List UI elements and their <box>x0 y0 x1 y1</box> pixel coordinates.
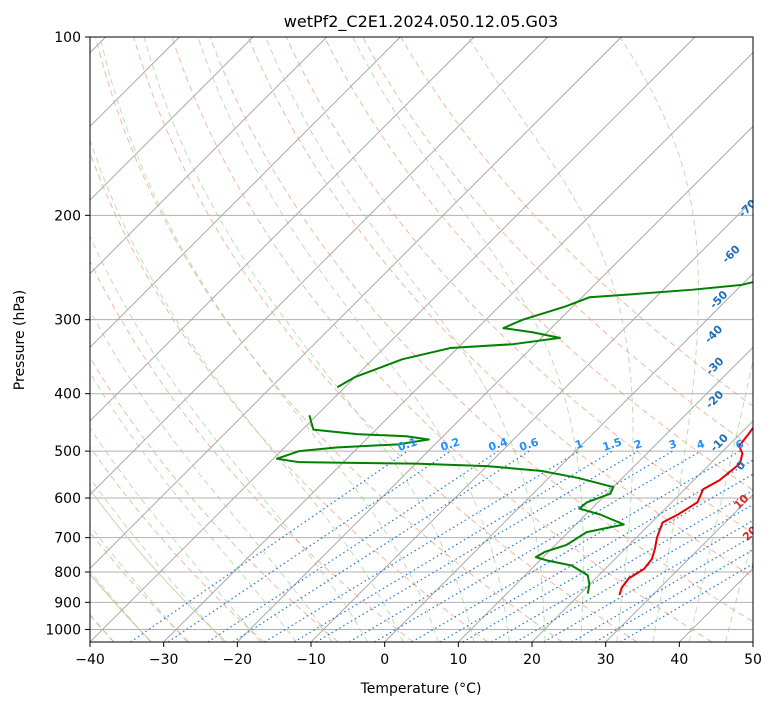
chart-title: wetPf2_C2E1.2024.050.12.05.G03 <box>284 12 558 32</box>
y-tick-label: 800 <box>54 565 81 581</box>
reference-adiabat-line <box>90 573 152 642</box>
y-tick-label: 600 <box>54 491 81 507</box>
plot-frame <box>89 36 754 643</box>
isotherm-gridline <box>237 125 753 642</box>
isotherm-gridline <box>90 37 696 642</box>
y-tick-label: 100 <box>54 30 81 46</box>
plot-area <box>90 37 753 642</box>
dry-adiabat-line <box>247 37 753 578</box>
mixing-ratio-label: 6 <box>734 437 746 452</box>
moist-adiabat-line <box>90 371 297 642</box>
y-tick-label: 700 <box>54 531 81 547</box>
isotherm-gridline <box>90 37 622 569</box>
x-tick-label: 50 <box>744 652 762 668</box>
moist-adiabat-line <box>143 37 475 642</box>
mixing-ratio-label: 0.2 <box>439 435 462 453</box>
mixing-ratio-label: 0.1 <box>396 435 419 453</box>
moist-adiabat-line <box>197 37 510 642</box>
y-tick-label: 1000 <box>45 622 81 638</box>
y-tick-label: 500 <box>54 444 81 460</box>
sounding-trace <box>275 414 625 594</box>
sounding-trace <box>336 281 753 389</box>
x-tick-label: 40 <box>670 652 688 668</box>
isotherm-gridline <box>531 420 753 642</box>
moist-adiabat-line <box>90 138 404 642</box>
moist-adiabat-line <box>725 536 753 642</box>
mixing-ratio-line <box>264 450 580 642</box>
moist-adiabat-line <box>90 427 261 642</box>
mixing-ratio-label: 1.5 <box>601 435 624 453</box>
dry-adiabat-line <box>90 445 264 642</box>
mixing-ratio-line <box>167 450 451 642</box>
dry-adiabat-line <box>133 37 638 642</box>
mixing-ratio-line <box>571 535 753 642</box>
dry-adiabat-line <box>209 37 753 623</box>
x-tick-label: −20 <box>223 652 253 668</box>
mixing-ratio-label: 1 <box>573 437 584 452</box>
mixing-ratio-line <box>439 459 753 642</box>
x-tick-label: 0 <box>380 652 389 668</box>
dry-adiabat-line <box>285 37 753 534</box>
x-tick-label: 10 <box>449 652 467 668</box>
mixing-ratio-label: 3 <box>667 437 678 452</box>
mixing-ratio-label: 4 <box>695 437 707 452</box>
dry-adiabat-line <box>95 37 563 642</box>
mixing-ratio-line <box>315 450 639 642</box>
mixing-ratio-line <box>374 450 702 642</box>
isotherm-gridline <box>458 346 753 642</box>
dry-adiabat-line <box>324 37 753 491</box>
isotherm-gridline <box>90 37 327 275</box>
plot-content: -100-90-80-70-60-50-40-30-20-10010203040… <box>90 37 769 642</box>
mixing-ratio-line <box>543 519 753 642</box>
moist-adiabat-line <box>688 358 753 642</box>
mixing-ratio-line <box>130 450 408 642</box>
mixing-ratio-line <box>515 503 753 642</box>
dry-adiabat-line <box>90 356 339 642</box>
dry-adiabat-line <box>90 260 414 642</box>
isotherm-gridline <box>384 273 753 642</box>
x-tick-label: 30 <box>597 652 615 668</box>
moist-adiabat-line <box>619 37 700 642</box>
y-axis: 100 200 300 400 500 600 700 800 900 1000 <box>45 30 90 638</box>
y-tick-label: 200 <box>54 208 81 224</box>
mixing-ratio-line <box>595 549 753 642</box>
y-axis-label: Pressure (hPa) <box>12 290 28 390</box>
isotherm-gridline <box>163 52 753 642</box>
x-tick-label: −40 <box>75 652 105 668</box>
sounding-trace <box>618 426 753 596</box>
y-tick-label: 400 <box>54 387 81 403</box>
moist-adiabat-line <box>352 37 584 642</box>
mixing-ratio-line <box>293 450 613 642</box>
moist-adiabat-line <box>467 37 634 642</box>
isotherm-gridline <box>90 37 254 201</box>
x-tick-label: 20 <box>523 652 541 668</box>
mixing-ratio-label: 2 <box>632 437 643 452</box>
reference-adiabat-line <box>90 488 227 642</box>
x-tick-label: −30 <box>149 652 179 668</box>
dry-adiabat-label: 30 <box>749 555 769 575</box>
isotherm-gridline <box>605 494 753 642</box>
y-tick-label: 300 <box>54 313 81 329</box>
x-axis-label: Temperature (°C) <box>360 681 482 697</box>
moist-adiabat-line <box>99 37 439 642</box>
isotherm-gridline <box>90 37 548 496</box>
dry-adiabat-line <box>171 37 712 642</box>
x-tick-label: −10 <box>296 652 326 668</box>
mixing-ratio-line <box>462 473 753 642</box>
mixing-ratio-line <box>411 450 741 642</box>
mixing-ratio-line <box>232 450 530 642</box>
x-axis: −40 −30 −20 −10 0 10 20 30 40 50 <box>75 642 762 668</box>
moist-adiabat-line <box>90 524 188 642</box>
moist-adiabat-line <box>265 37 546 642</box>
mixing-ratio-label: 0.4 <box>487 435 510 453</box>
y-tick-label: 900 <box>54 595 81 611</box>
moist-adiabat-line <box>90 234 369 642</box>
isotherm-gridline <box>90 37 401 348</box>
isotherm-gridline <box>90 37 475 422</box>
mixing-ratio-label: 0.6 <box>518 435 541 453</box>
moist-adiabat-line <box>90 477 225 642</box>
